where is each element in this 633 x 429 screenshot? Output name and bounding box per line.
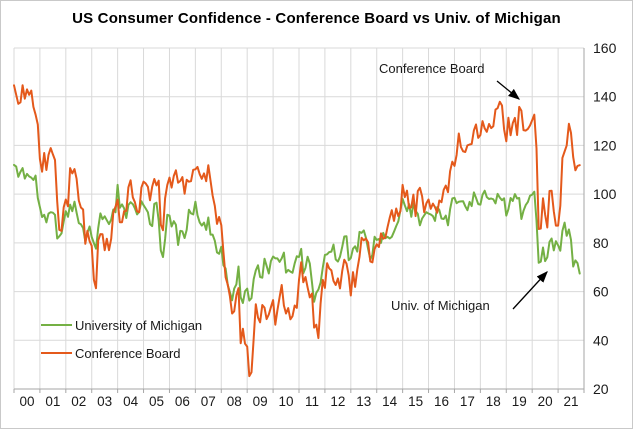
legend-item-conference-board: Conference Board: [41, 345, 181, 361]
x-axis-label: 04: [123, 394, 139, 409]
x-axis-label: 03: [97, 394, 112, 409]
x-axis-label: 01: [45, 394, 60, 409]
chart-title: US Consumer Confidence - Conference Boar…: [72, 10, 561, 27]
annotation-univ-of-michigan: Univ. of Michigan: [391, 298, 490, 313]
legend-label-conference-board: Conference Board: [75, 345, 181, 361]
y-axis-label: 140: [593, 89, 617, 105]
x-axis-label: 11: [305, 394, 319, 409]
arrow-to-univ-of-michigan: [512, 271, 548, 310]
x-axis-label: 20: [538, 394, 553, 409]
y-axis-label: 40: [593, 332, 609, 348]
arrow-to-conference-board: [496, 80, 521, 100]
y-axis-label: 120: [593, 137, 617, 153]
series-line-conference-board: [13, 84, 581, 378]
y-axis-label: 20: [593, 381, 609, 397]
x-axis-label: 08: [227, 394, 242, 409]
x-axis-label: 15: [408, 394, 423, 409]
x-axis-label: 02: [71, 394, 86, 409]
x-axis-label: 09: [253, 394, 268, 409]
annotation-conference-board: Conference Board: [379, 61, 485, 76]
legend-line-michigan-icon: [41, 324, 72, 326]
y-axis-label: 60: [593, 284, 609, 300]
x-axis-label: 05: [149, 394, 164, 409]
x-axis-label: 17: [460, 394, 475, 409]
legend-line-conference-board-icon: [41, 352, 72, 354]
x-axis-label: 16: [434, 394, 449, 409]
x-axis-label: 10: [279, 394, 294, 409]
legend-label-michigan: University of Michigan: [75, 317, 203, 333]
y-axis-label: 160: [593, 40, 617, 56]
y-axis-label: 100: [593, 186, 617, 202]
series-line-michigan: [13, 163, 581, 304]
legend-item-michigan: University of Michigan: [41, 317, 202, 333]
x-axis-label: 14: [382, 394, 398, 409]
x-axis-label: 18: [486, 394, 501, 409]
x-axis-label: 13: [356, 394, 371, 409]
y-axis-label: 80: [593, 235, 609, 251]
x-axis-label: 06: [175, 394, 190, 409]
x-axis-label: 07: [201, 394, 216, 409]
x-axis-label: 00: [19, 394, 34, 409]
x-axis-label: 21: [564, 394, 579, 409]
x-axis-label: 19: [512, 394, 527, 409]
x-axis-label: 12: [330, 394, 345, 409]
